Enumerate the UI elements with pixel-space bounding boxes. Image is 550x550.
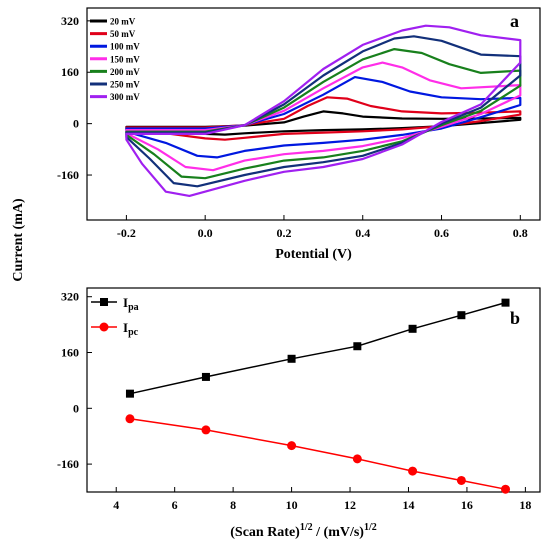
data-point-pa bbox=[501, 298, 510, 307]
legend-label: 50 mV bbox=[110, 29, 136, 39]
panel-a-label: a bbox=[510, 11, 519, 31]
data-point-pc bbox=[125, 414, 135, 424]
panel-b-x-tick-label: 6 bbox=[172, 498, 178, 512]
cv-curve-200-mv bbox=[125, 48, 522, 180]
data-point-pa bbox=[201, 372, 210, 381]
legend-label: Ipc bbox=[123, 320, 139, 338]
panel-a-x-tick-label: 0.0 bbox=[198, 226, 213, 240]
data-point-pc bbox=[287, 441, 297, 451]
cv-curve-150-mv bbox=[125, 61, 522, 172]
data-point-pc bbox=[352, 454, 362, 464]
data-point-pc bbox=[408, 466, 418, 476]
panel-b-legend: Ipa Ipc bbox=[91, 295, 139, 338]
legend-label: 20 mV bbox=[110, 17, 136, 27]
data-point-pa bbox=[125, 389, 134, 398]
data-point-pc bbox=[456, 475, 466, 485]
panel-a-y-tick-label: 160 bbox=[61, 65, 79, 79]
panel-a-chart: -0.2 0.0 0.2 0.4 0.6 0.8 320 160 0 -160 20 mV 50 m… bbox=[57, 7, 541, 262]
panel-b-x-tick-label: 10 bbox=[286, 498, 298, 512]
panel-b-x-tick-label: 16 bbox=[461, 498, 473, 512]
panel-a-x-tick-label: 0.4 bbox=[355, 226, 370, 240]
panel-a-x-axis-label: Potential (V) bbox=[275, 247, 352, 262]
data-point-pa bbox=[287, 354, 296, 363]
panel-a-x-tick-label: 0.8 bbox=[513, 226, 528, 240]
panel-b-x-tick-label: 8 bbox=[230, 498, 236, 512]
panel-a-plot-frame bbox=[86, 7, 541, 221]
panel-b-label: b bbox=[510, 308, 520, 328]
panel-b-x-axis-label: (Scan Rate)1/2 / (mV/s)1/2 bbox=[230, 522, 377, 540]
panel-a-y-tick-label: 0 bbox=[73, 117, 79, 131]
legend-label: 150 mV bbox=[110, 54, 140, 64]
panel-b-y-tick-label: 160 bbox=[61, 346, 79, 360]
series-line-pc bbox=[129, 418, 506, 490]
data-point-pc bbox=[201, 425, 211, 435]
panel-a-x-tick-label: 0.6 bbox=[434, 226, 449, 240]
panel-b-series bbox=[125, 298, 511, 494]
panel-a-y-tick-label: 320 bbox=[61, 14, 79, 28]
legend-label: Ipa bbox=[123, 295, 139, 313]
legend-swatch-marker bbox=[99, 322, 109, 332]
data-point-pa bbox=[408, 324, 417, 333]
legend-label: 300 mV bbox=[110, 92, 140, 102]
legend-swatch-marker bbox=[100, 298, 108, 306]
panel-b-x-tick-label: 14 bbox=[402, 498, 414, 512]
panel-b-y-tick-label: 320 bbox=[61, 290, 79, 304]
cv-curve-300-mv bbox=[125, 24, 522, 197]
panel-b-y-tick-label: 0 bbox=[73, 401, 79, 415]
panel-a-y-tick-label: -160 bbox=[57, 168, 79, 182]
data-point-pa bbox=[457, 311, 466, 320]
panel-b-y-tick-label: -160 bbox=[57, 457, 79, 471]
cv-curve-100-mv bbox=[125, 76, 522, 159]
cv-curve-250-mv bbox=[125, 35, 522, 188]
panel-a-curves bbox=[125, 24, 522, 197]
shared-y-axis-label: Current (mA) bbox=[11, 198, 26, 282]
legend-label: 100 mV bbox=[110, 42, 140, 52]
cv-curve-20-mv bbox=[125, 110, 522, 136]
panel-b-x-tick-label: 4 bbox=[113, 498, 119, 512]
legend-label: 250 mV bbox=[110, 80, 140, 90]
panel-b-chart: 4 6 8 10 12 14 16 18 320 160 0 -160 Ipa Ipc b (Scan … bbox=[57, 287, 541, 540]
data-point-pc bbox=[501, 484, 511, 494]
cv-curve-50-mv bbox=[125, 96, 522, 141]
panel-b-plot-frame bbox=[86, 287, 541, 493]
panel-b-x-tick-label: 18 bbox=[519, 498, 531, 512]
panel-a-x-tick-label: 0.2 bbox=[276, 226, 291, 240]
panel-b-x-tick-label: 12 bbox=[344, 498, 356, 512]
panel-a-legend: 20 mV 50 mV 100 mV 150 mV 200 mV 250 mV 300 mV bbox=[90, 17, 140, 102]
data-point-pa bbox=[353, 342, 362, 351]
legend-label: 200 mV bbox=[110, 67, 140, 77]
panel-a-x-tick-label: -0.2 bbox=[117, 226, 136, 240]
series-line-pa bbox=[129, 301, 506, 395]
